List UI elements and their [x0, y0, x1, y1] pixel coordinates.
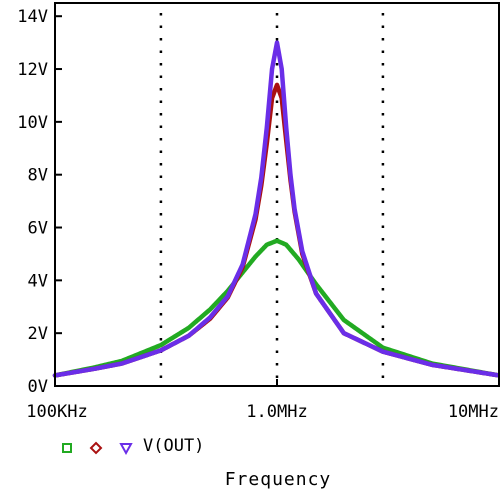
x-tick-label: 10MHz — [448, 402, 499, 422]
legend-markers — [62, 441, 133, 456]
x-axis-label: Frequency — [225, 469, 332, 490]
y-tick-label: 14V — [17, 7, 48, 27]
x-tick-label: 100KHz — [26, 402, 87, 422]
y-tick-label: 2V — [28, 324, 48, 344]
y-tick-label: 6V — [28, 219, 48, 239]
series-layer — [52, 40, 500, 378]
y-tick-layer: 0V 2V 4V 6V 8V 10V 12V 14V — [17, 7, 62, 397]
series-line-2 — [52, 82, 500, 378]
series-line-3 — [52, 40, 500, 378]
legend-label: V(OUT) — [143, 436, 204, 456]
y-tick-label: 4V — [28, 271, 48, 291]
legend-marker-square — [62, 443, 72, 453]
y-tick-label: 0V — [28, 377, 48, 397]
legend-marker-diamond — [89, 441, 103, 455]
y-tick-label: 12V — [17, 60, 48, 80]
plot-frame — [54, 2, 500, 387]
legend: V(OUT) — [62, 436, 204, 456]
x-tick-layer: 100KHz 1.0MHz 10MHz — [26, 379, 500, 422]
y-tick-label: 8V — [28, 166, 48, 186]
legend-marker-triangle — [119, 443, 133, 456]
x-tick-label: 1.0MHz — [246, 402, 307, 422]
series-line-1 — [52, 238, 500, 378]
y-tick-label: 10V — [17, 113, 48, 133]
